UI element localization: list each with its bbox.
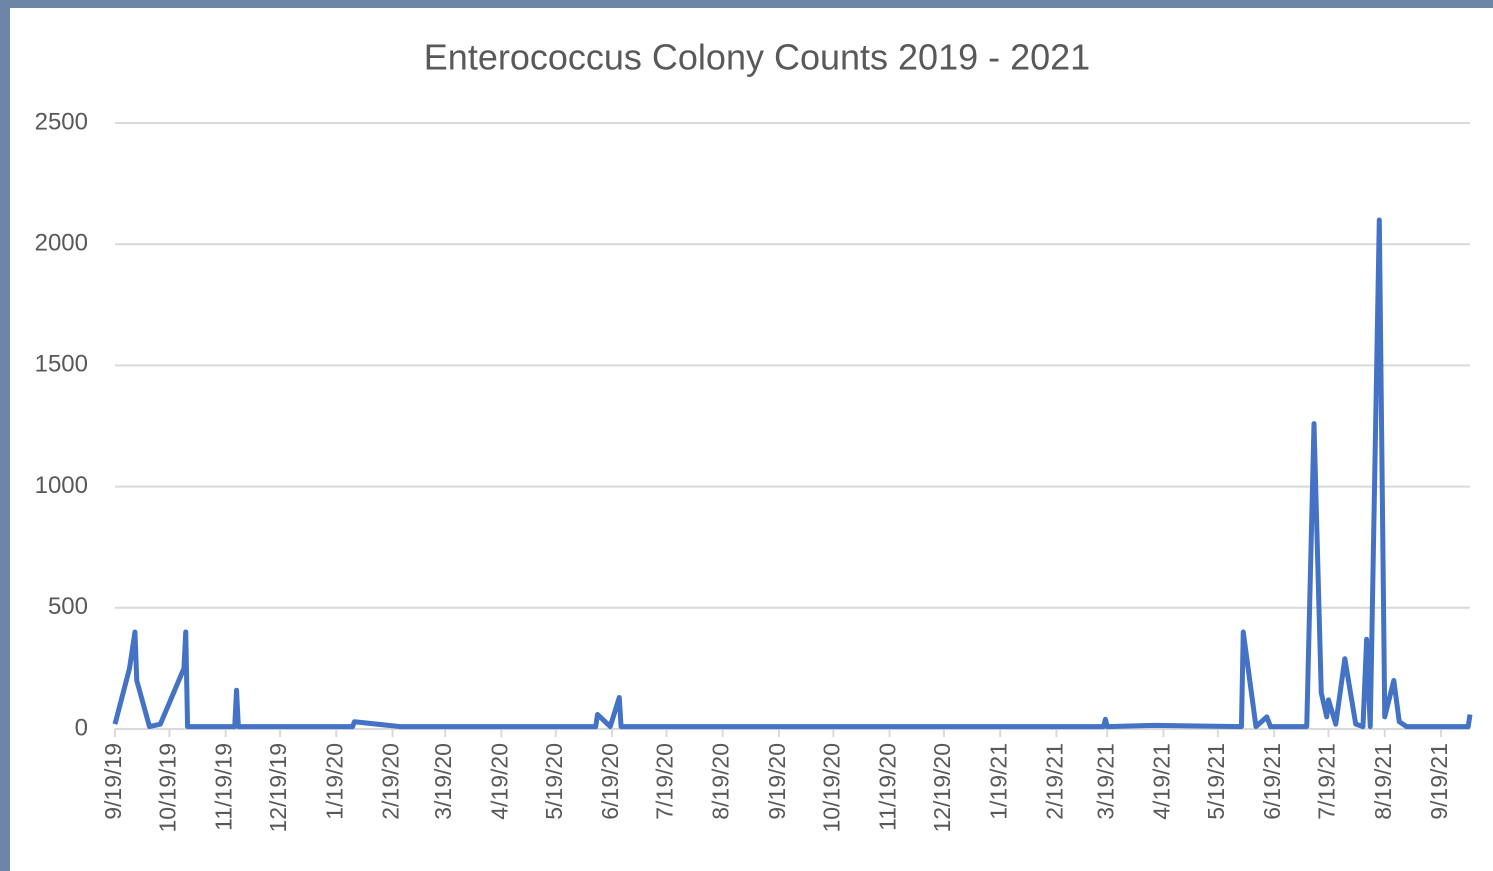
y-tick-label: 1500 — [35, 351, 88, 378]
y-tick-label: 0 — [75, 714, 88, 741]
x-tick-label: 2/19/21 — [1042, 743, 1068, 820]
y-tick-label: 1000 — [35, 472, 88, 499]
x-tick-label: 10/19/20 — [818, 743, 844, 833]
x-tick-label: 1/19/21 — [985, 743, 1011, 820]
x-tick-label: 7/19/21 — [1314, 743, 1340, 820]
x-tick-label: 8/19/21 — [1370, 743, 1396, 820]
x-tick-label: 6/19/20 — [597, 743, 623, 820]
x-tick-label: 11/19/20 — [875, 743, 901, 831]
x-tick-label: 12/19/19 — [265, 743, 291, 833]
x-tick-label: 9/19/21 — [1426, 743, 1452, 820]
x-tick-label: 9/19/19 — [100, 743, 126, 820]
y-tick-label: 2500 — [35, 108, 88, 135]
chart-area — [10, 8, 1493, 871]
x-tick-label: 5/19/20 — [541, 743, 567, 820]
x-tick-label: 8/19/20 — [708, 743, 734, 820]
x-tick-label: 2/19/20 — [378, 743, 404, 820]
y-tick-label: 500 — [48, 593, 88, 620]
x-tick-label: 12/19/20 — [929, 743, 955, 833]
x-tick-label: 3/19/20 — [430, 743, 456, 820]
x-tick-label: 4/19/20 — [486, 743, 512, 820]
x-tick-label: 3/19/21 — [1092, 743, 1118, 820]
x-tick-label: 5/19/21 — [1203, 743, 1229, 820]
x-tick-label: 7/19/20 — [652, 743, 678, 820]
x-tick-label: 1/19/20 — [321, 743, 347, 820]
data-line — [112, 217, 1473, 730]
chart-title: Enterococcus Colony Counts 2019 - 2021 — [424, 37, 1090, 78]
x-tick-label: 6/19/21 — [1259, 743, 1285, 820]
x-tick-label: 4/19/21 — [1149, 743, 1175, 820]
x-tick-label: 9/19/20 — [764, 743, 790, 820]
x-tick-label: 10/19/19 — [154, 743, 180, 833]
y-tick-label: 2000 — [35, 230, 88, 257]
x-tick-label: 11/19/19 — [211, 743, 237, 831]
